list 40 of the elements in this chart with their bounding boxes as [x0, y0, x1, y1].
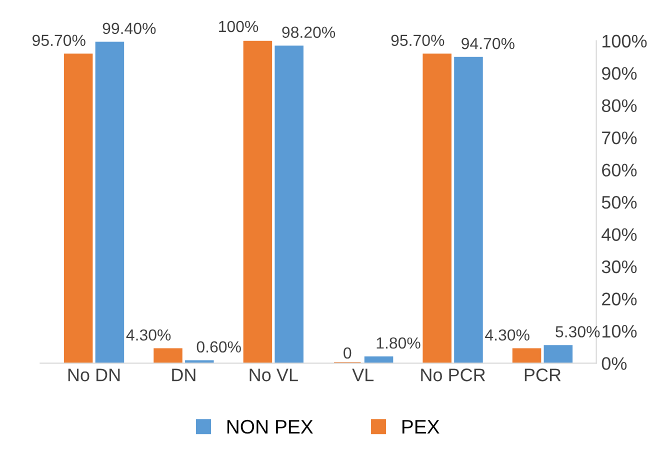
y2-tick-label: 70%: [602, 131, 637, 144]
y2-tick-label: 0%: [602, 357, 627, 370]
y2-tick-label: 30%: [602, 260, 637, 274]
data-label: 94.70%: [462, 38, 514, 50]
bar: [243, 40, 272, 364]
bar: [512, 348, 542, 364]
y2-tick-label: 10%: [602, 324, 637, 338]
y2-tick-label: 40%: [602, 228, 637, 241]
y2-tick-label: 50%: [602, 196, 637, 209]
bar: [422, 54, 452, 364]
bar: [544, 345, 573, 364]
x-tick-label: PCR: [524, 368, 561, 382]
legend-label: PEX: [402, 420, 440, 434]
x-tick-label: DN: [172, 368, 196, 382]
bar: [154, 348, 182, 364]
x-tick-label: No DN: [68, 368, 120, 382]
y2-tick-label: 60%: [602, 164, 637, 177]
data-label: 98.20%: [282, 26, 336, 38]
y2-tick-label: 100%: [602, 34, 647, 48]
data-label: 5.30%: [556, 326, 600, 338]
y2-tick-label: 20%: [602, 292, 637, 306]
data-label: 1.80%: [376, 337, 420, 349]
legend-label: NON PEX: [227, 420, 313, 434]
bar: [95, 42, 124, 364]
data-label: 4.30%: [485, 329, 530, 341]
data-label: 0.60%: [196, 341, 241, 353]
x-tick-label: VL: [352, 368, 374, 382]
bar: [64, 54, 93, 364]
data-label: 100%: [219, 20, 258, 32]
data-label: 0: [344, 347, 352, 359]
y2-tick-label: 80%: [602, 99, 637, 112]
x-tick-label: No VL: [250, 368, 298, 382]
data-label: 99.40%: [102, 22, 156, 34]
data-label: 4.30%: [126, 329, 171, 341]
data-label: 95.70%: [32, 34, 86, 46]
y2-tick-label: 90%: [602, 67, 637, 80]
data-label: 95.70%: [391, 34, 444, 46]
bar: [274, 46, 304, 364]
x-tick-label: No PCR: [421, 368, 486, 382]
bar: [454, 56, 483, 364]
